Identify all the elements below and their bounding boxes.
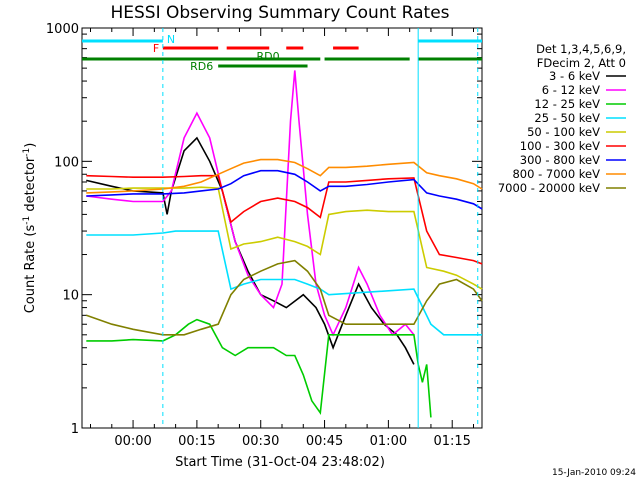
series-line-1 xyxy=(86,70,415,337)
flag-bars xyxy=(82,39,482,68)
flag-label-2: RD0 xyxy=(256,50,279,63)
y-label-sup2: -1 xyxy=(22,148,32,157)
flag-labels: NF RD0 RD6 xyxy=(153,33,280,73)
legend-label-2: 12 - 25 keV xyxy=(534,97,600,111)
x-axis-label: Start Time (31-Oct-04 23:48:02) xyxy=(175,455,385,470)
series-line-3 xyxy=(86,230,482,336)
x-tick-label-1: 00:15 xyxy=(178,434,215,449)
x-axis: 00:00 00:15 00:30 00:45 01:00 01:15 xyxy=(90,28,474,449)
y-label-mid: detector xyxy=(23,156,38,216)
x-tick-label-0: 00:00 xyxy=(114,434,151,449)
y-tick-label-2: 100 xyxy=(54,155,79,170)
y-tick-label-3: 1000 xyxy=(46,22,79,37)
plot-frame xyxy=(81,27,483,429)
series-line-8 xyxy=(86,259,483,336)
x-tick-label-2: 00:30 xyxy=(242,434,279,449)
saa-markers xyxy=(162,28,479,428)
series-line-0 xyxy=(86,136,415,365)
legend-label-0: 3 - 6 keV xyxy=(549,69,600,83)
timestamp: 15-Jan-2010 09:24 xyxy=(552,468,636,478)
legend-label-1: 6 - 12 keV xyxy=(542,83,600,97)
series-line-6 xyxy=(86,169,483,210)
x-tick-label-5: 01:15 xyxy=(433,434,470,449)
y-label-sup1: -1 xyxy=(22,216,32,225)
legend-header-line1: Det 1,3,4,5,6,9, xyxy=(536,42,626,56)
y-tick-label-0: 1 xyxy=(71,422,79,437)
y-label-main: Count Rate (s xyxy=(23,225,38,314)
y-label-end: ) xyxy=(23,143,38,148)
x-tick-label-4: 01:00 xyxy=(370,434,407,449)
series-group xyxy=(86,70,483,418)
series-line-2 xyxy=(86,318,432,418)
series-line-5 xyxy=(86,174,483,265)
legend-label-8: 7000 - 20000 keV xyxy=(498,181,600,195)
y-axis: 1 10 100 1000 xyxy=(46,22,482,437)
flag-label-0: N xyxy=(167,33,175,46)
flag-label-3: RD6 xyxy=(190,60,213,73)
flag-label-1: F xyxy=(153,42,159,55)
legend-label-6: 300 - 800 keV xyxy=(520,153,600,167)
legend-header-line2: FDecim 2, Att 0 xyxy=(537,56,626,70)
legend: Det 1,3,4,5,6,9, FDecim 2, Att 0 3 - 6 k… xyxy=(498,42,626,195)
y-tick-label-1: 10 xyxy=(62,289,79,304)
series-line-4 xyxy=(86,186,483,290)
series-line-7 xyxy=(86,158,483,194)
legend-label-3: 25 - 50 keV xyxy=(534,111,600,125)
y-axis-label: Count Rate (s-1 detector-1) xyxy=(22,143,38,314)
legend-label-7: 800 - 7000 keV xyxy=(512,167,600,181)
legend-label-4: 50 - 100 keV xyxy=(527,125,600,139)
chart-title: HESSI Observing Summary Count Rates xyxy=(110,3,449,23)
legend-label-5: 100 - 300 keV xyxy=(520,139,600,153)
x-tick-label-3: 00:45 xyxy=(306,434,343,449)
